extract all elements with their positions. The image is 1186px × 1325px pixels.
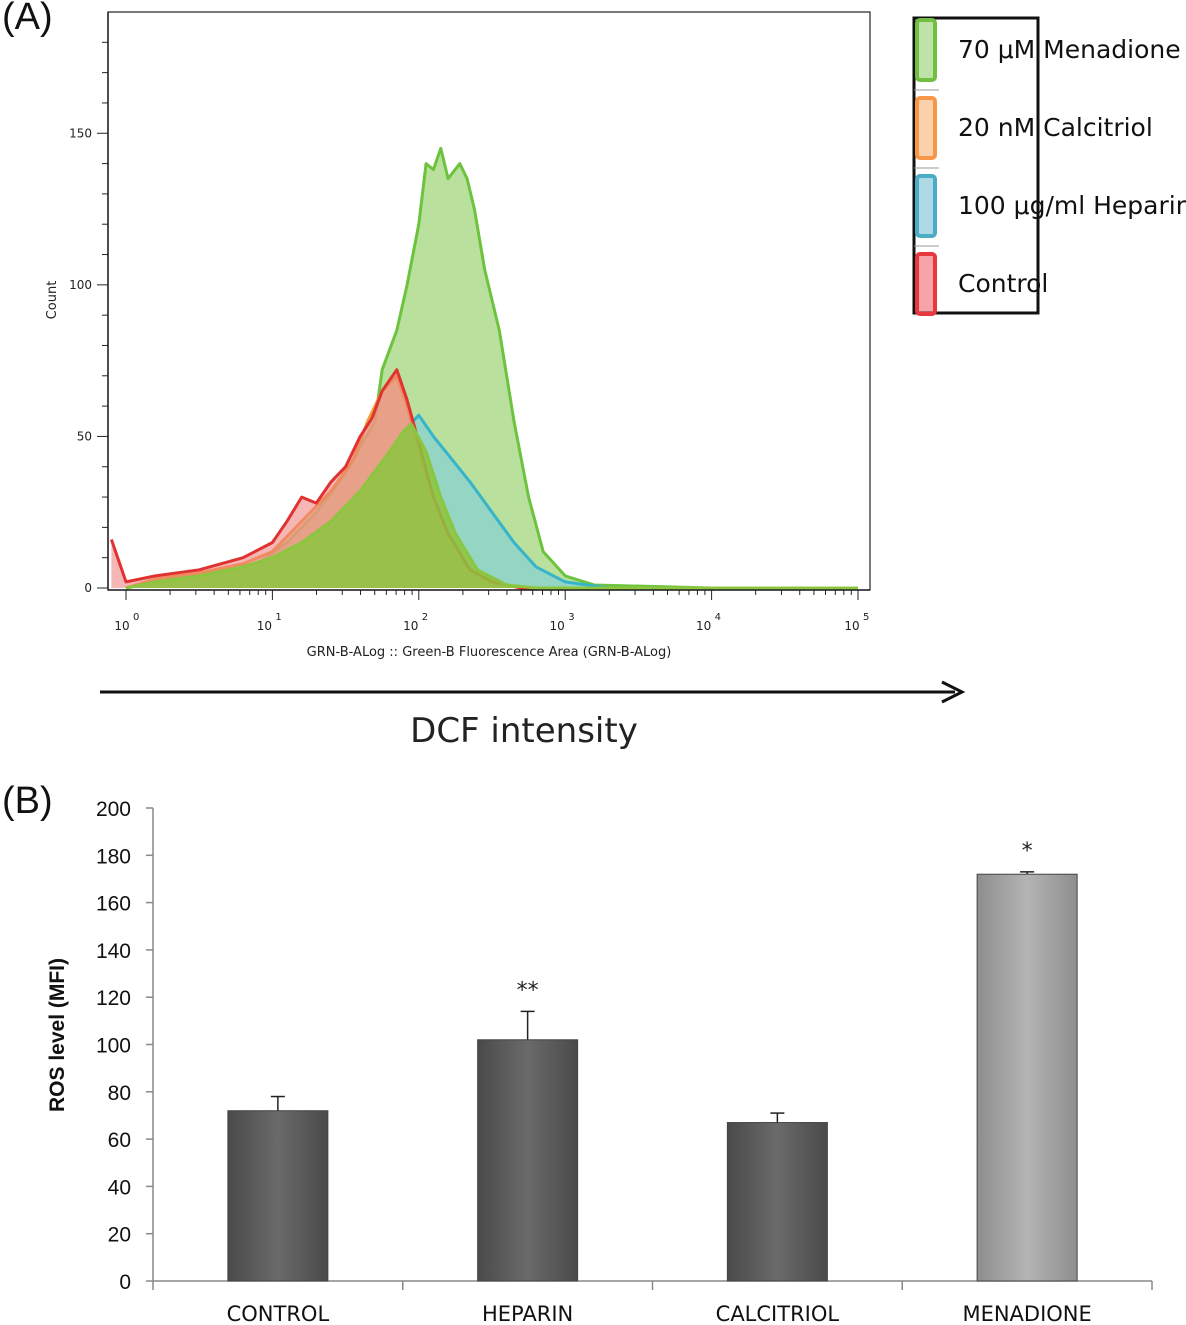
bar-control — [227, 1110, 329, 1282]
panel-label-b: (B) — [2, 780, 53, 822]
bar-y-tick-label: 120 — [96, 987, 131, 1010]
bar-y-tick-label: 200 — [96, 798, 131, 821]
bar-calcitriol — [726, 1122, 828, 1282]
bar-category-label-control: CONTROL — [227, 1302, 330, 1325]
legend-swatch-3 — [915, 252, 937, 316]
histogram-x-tick-base: 10 — [550, 619, 565, 633]
bar-y-tick-label: 0 — [119, 1271, 131, 1294]
histogram-x-tick-base: 10 — [696, 619, 711, 633]
histogram-x-tick-base: 10 — [257, 619, 272, 633]
histogram-y-tick-label: 150 — [69, 126, 92, 140]
histogram-y-tick-label: 0 — [84, 581, 92, 595]
histogram-x-tick-exponent: 2 — [422, 612, 428, 623]
histogram-x-tick-exponent: 1 — [275, 612, 281, 623]
histogram-x-tick-base: 10 — [403, 619, 418, 633]
bar-category-label-menadione: MENADIONE — [962, 1302, 1091, 1325]
histogram-area-0 — [126, 148, 858, 588]
significance-heparin: ** — [517, 978, 539, 1003]
panel-label-a: (A) — [2, 0, 53, 38]
histogram-x-tick-base: 10 — [114, 619, 129, 633]
bar-y-ticks: 0 20 40 60 80 100 120 140 160 180 200 — [96, 798, 153, 1294]
bars-group: *** — [227, 839, 1078, 1282]
bar-y-tick-label: 60 — [108, 1129, 131, 1152]
bar-x-ticks: CONTROL HEPARIN CALCITRIOL MENADIONE — [152, 1281, 1153, 1325]
legend-swatch-0 — [915, 18, 937, 82]
legend-label-0: 70 μM Menadione — [958, 35, 1181, 64]
dcf-arrow-head — [941, 680, 966, 704]
bar-y-tick-label: 140 — [96, 940, 131, 963]
histogram-x-tick-exponent: 0 — [133, 612, 139, 623]
legend-label-1: 20 nM Calcitriol — [958, 113, 1153, 142]
bar-y-tick-label: 160 — [96, 893, 131, 916]
dcf-intensity-label: DCF intensity — [410, 711, 638, 751]
histogram-x-tick-exponent: 4 — [715, 612, 721, 623]
histogram-x-tick-exponent: 3 — [568, 612, 574, 623]
bar-menadione — [976, 873, 1078, 1282]
bar-heparin — [477, 1039, 579, 1282]
histogram-area-3 — [111, 369, 859, 588]
bar-y-tick-label: 40 — [108, 1176, 131, 1199]
histogram-y-axis-label: Count — [45, 281, 60, 320]
histogram-x-tick-base: 10 — [844, 619, 859, 633]
bar-y-tick-label: 100 — [96, 1035, 131, 1058]
bar-y-axis-label: ROS level (MFI) — [46, 958, 69, 1112]
histogram-area-4 — [126, 424, 858, 588]
histogram-y-tick-label: 100 — [69, 278, 92, 292]
significance-menadione: * — [1022, 839, 1033, 864]
legend-swatch-1 — [915, 96, 937, 160]
histogram-x-axis-label: GRN-B-ALog :: Green-B Fluorescence Area … — [307, 645, 672, 660]
histogram-x-tick-exponent: 5 — [863, 612, 869, 623]
bar-y-tick-label: 180 — [96, 845, 131, 868]
bar-y-tick-label: 80 — [108, 1082, 131, 1105]
bar-chart-panel: 0 20 40 60 80 100 120 140 160 180 200 CONTROL HEPAR… — [46, 798, 1153, 1325]
bar-category-label-heparin: HEPARIN — [482, 1302, 573, 1325]
legend: 70 μM Menadione 20 nM Calcitriol 100 μg/ml… — [914, 18, 1186, 316]
bar-y-tick-label: 20 — [108, 1224, 131, 1247]
histogram-line-4 — [125, 422, 858, 590]
histogram-y-ticks: 0 50 100 150 — [69, 12, 109, 595]
bar-category-label-calcitriol: CALCITRIOL — [716, 1302, 840, 1325]
legend-label-3: Control — [958, 269, 1048, 298]
histogram-series-group — [109, 146, 859, 590]
legend-swatch-2 — [915, 174, 937, 238]
histogram-y-tick-label: 50 — [77, 429, 92, 443]
legend-label-2: 100 μg/ml Heparin — [958, 191, 1186, 220]
